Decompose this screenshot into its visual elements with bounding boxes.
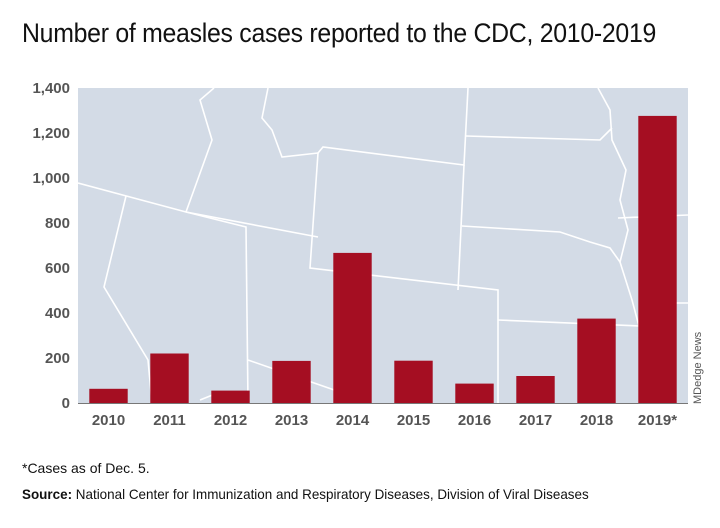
x-tick-label: 2010 — [92, 412, 125, 429]
bar-2019 — [638, 115, 677, 404]
y-tick-label: 400 — [45, 305, 70, 322]
x-tick-label: 2013 — [275, 412, 308, 429]
bar-2017 — [516, 376, 555, 403]
chart-title: Number of measles cases reported to the … — [22, 18, 657, 48]
x-tick-label: 2016 — [458, 412, 491, 429]
bar-2013 — [272, 360, 311, 403]
y-axis: 0 200 400 600 800 1,000 1,200 1,400 — [32, 80, 70, 412]
x-tick-label: 2014 — [336, 412, 370, 429]
source-text: National Center for Immunization and Res… — [72, 486, 589, 502]
x-tick-label: 2012 — [214, 412, 247, 429]
bar-2010 — [89, 388, 128, 403]
bar-2014 — [333, 252, 372, 403]
x-axis: 2010 2011 2012 2013 2014 2015 2016 2017 2018 2019… — [92, 412, 677, 429]
bar-2015 — [394, 360, 433, 403]
us-map-lines — [78, 88, 688, 403]
y-tick-label: 1,400 — [32, 80, 70, 97]
footnote: *Cases as of Dec. 5. — [22, 460, 150, 476]
y-tick-label: 1,200 — [32, 125, 70, 142]
x-tick-label: 2017 — [519, 412, 552, 429]
source-line: Source: National Center for Immunization… — [22, 486, 589, 502]
y-tick-label: 800 — [45, 215, 70, 232]
x-tick-label: 2019* — [638, 412, 677, 429]
y-tick-label: 1,000 — [32, 170, 70, 187]
credit-label: MDedge News — [692, 331, 704, 404]
x-tick-label: 2018 — [580, 412, 613, 429]
bar-2016 — [455, 383, 494, 403]
y-tick-label: 200 — [45, 350, 70, 367]
y-tick-label: 0 — [62, 395, 70, 412]
bars — [89, 115, 677, 404]
bar-2018 — [577, 318, 616, 403]
bar-2012 — [211, 390, 250, 403]
y-tick-label: 600 — [45, 260, 70, 277]
x-tick-label: 2011 — [153, 412, 186, 429]
bar-2011 — [150, 353, 189, 403]
source-label: Source: — [22, 486, 73, 502]
x-tick-label: 2015 — [397, 412, 430, 429]
